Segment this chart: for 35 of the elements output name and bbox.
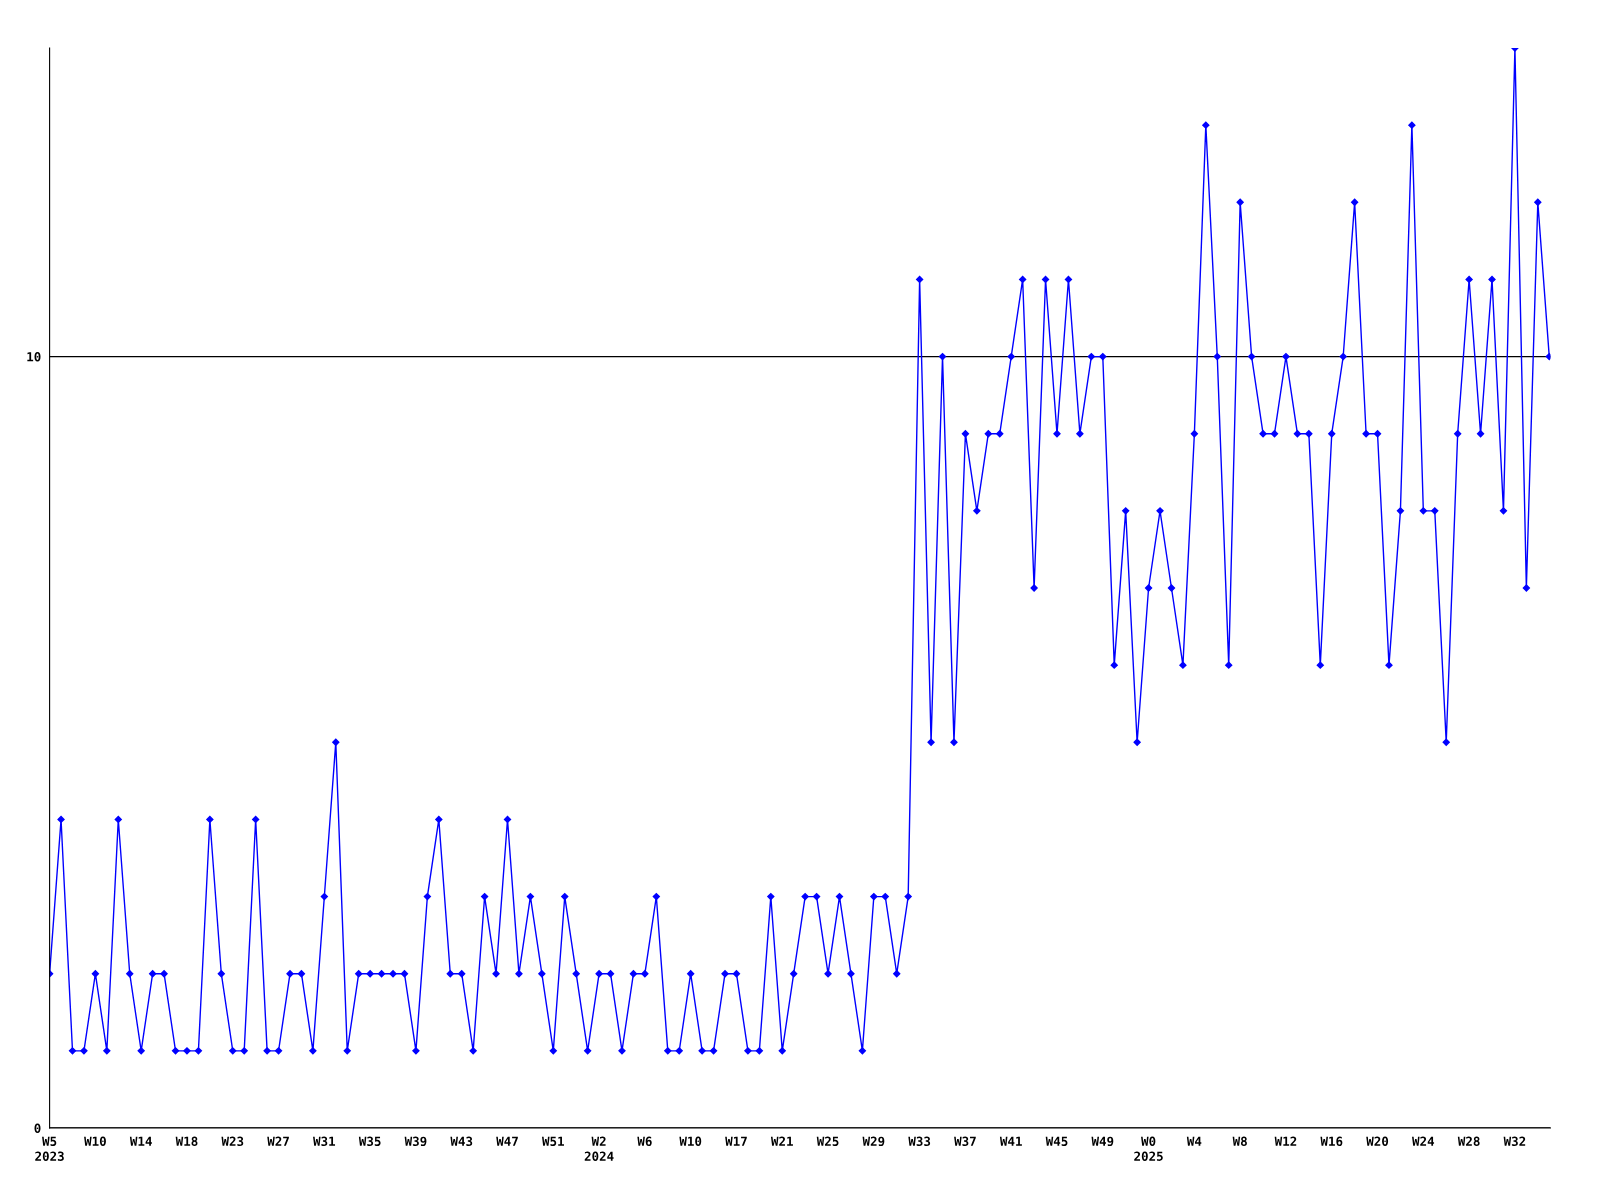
x-tick-label: W47 (496, 1136, 518, 1146)
x-tick-label: W39 (404, 1136, 427, 1147)
x-tick-label: W16 (1320, 1136, 1343, 1147)
y-tick-label: 10 (27, 352, 41, 362)
x-tick-label: W43 (450, 1136, 473, 1147)
x-tick-label: W6 (637, 1136, 652, 1147)
x-tick-label: W10 (679, 1136, 702, 1147)
x-tick-label: W0 2025 (1134, 1136, 1163, 1161)
x-tick-label: W28 (1457, 1136, 1480, 1147)
x-tick-label: W41 (999, 1136, 1022, 1146)
x-tick-label: W18 (175, 1136, 198, 1147)
x-tick-label: W35 (358, 1136, 381, 1147)
x-tick-label: W49 (1091, 1136, 1114, 1147)
x-tick-label: W25 (816, 1136, 839, 1147)
x-tick-label: W5 2023 (35, 1136, 64, 1161)
x-tick-label: W31 (313, 1136, 336, 1147)
y-tick-label: 0 (34, 1123, 41, 1133)
x-tick-label: W33 (908, 1136, 931, 1147)
x-tick-label: W20 (1366, 1136, 1389, 1147)
x-tick-label: W14 (129, 1136, 152, 1146)
x-tick-label: W45 (1045, 1136, 1068, 1147)
x-tick-label: W17 (725, 1136, 747, 1146)
x-tick-label: W32 (1503, 1136, 1526, 1147)
x-tick-label: W51 (542, 1136, 564, 1147)
x-tick-label: W12 (1274, 1136, 1297, 1146)
x-tick-label: W23 (221, 1136, 244, 1147)
x-tick-label: W24 (1412, 1136, 1435, 1146)
x-tick-label: W8 (1232, 1136, 1247, 1147)
x-tick-label: W4 (1186, 1136, 1202, 1146)
x-tick-label: W2 2024 (584, 1136, 614, 1161)
x-tick-label: W29 (862, 1136, 885, 1147)
x-tick-label: W27 (267, 1136, 289, 1146)
x-tick-label: W21 (770, 1136, 793, 1146)
x-tick-label: W10 (84, 1136, 106, 1147)
x-tick-label: W37 (954, 1136, 976, 1147)
